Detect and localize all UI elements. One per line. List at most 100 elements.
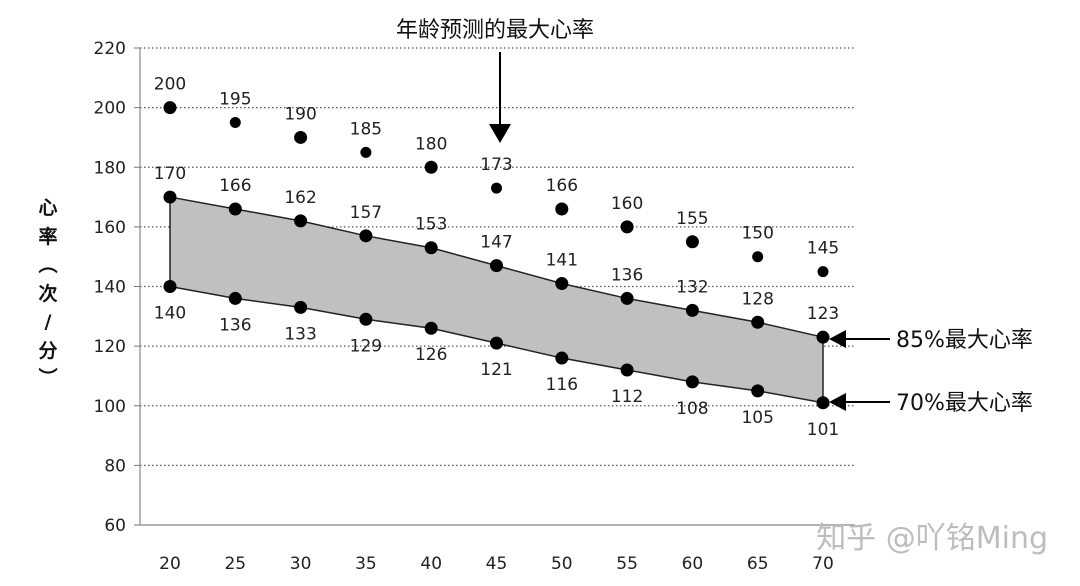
data-labels: 200 195 190 185 180 173 166 160 155 150 145 170 166 1… [154,75,839,440]
y-axis-label-char: ） [36,367,59,386]
data-point [163,101,177,115]
data-label: 133 [284,324,316,344]
data-label: 155 [676,209,708,229]
watermark: 知乎 @吖铭Ming [816,521,1048,556]
data-label: 173 [480,155,512,175]
arrow-70-head [829,393,846,411]
y-tick-label: 100 [94,397,126,417]
data-label: 136 [219,315,251,335]
data-label: 141 [546,251,578,271]
data-point [490,259,503,273]
data-label: 147 [480,233,512,253]
x-tick-label: 55 [616,554,638,574]
data-label: 166 [546,176,578,196]
data-point [491,182,502,194]
data-point [294,130,308,144]
data-point [360,146,372,158]
data-point [555,351,569,365]
data-point [228,202,242,216]
data-point [424,321,438,335]
x-tick-label: 25 [224,554,246,574]
data-point [359,229,373,243]
data-label: 121 [480,360,512,380]
data-label: 116 [546,375,578,395]
x-tick-label: 65 [747,554,769,574]
data-point [620,220,634,234]
data-point [751,315,765,329]
data-label: 195 [219,90,251,110]
data-point [228,291,242,305]
data-label: 108 [676,399,708,419]
data-label: 166 [219,176,251,196]
data-label: 136 [611,265,643,285]
legend-70-label: 70%最大心率 [896,391,1033,416]
data-point [752,251,764,263]
data-label: 180 [415,134,447,154]
data-point [555,277,569,291]
y-tick-label: 220 [94,39,126,59]
data-point [163,190,177,204]
data-label: 128 [741,289,773,309]
y-axis-label: 心率 （ 次 / 分 ） [36,197,59,387]
data-label: 132 [676,277,708,297]
data-point [751,384,765,398]
data-point [294,300,308,314]
data-label: 162 [284,188,316,208]
data-label: 105 [741,408,773,428]
arrow-85-head [829,330,846,348]
data-label: 123 [807,304,839,324]
data-point [294,214,308,228]
data-point [685,235,699,249]
legend-85-label: 85%最大心率 [896,328,1033,353]
y-tick-label: 160 [94,218,126,238]
data-label: 101 [807,420,839,440]
y-tick-label: 180 [94,158,126,178]
x-tick-label: 50 [551,554,573,574]
data-point [490,336,503,350]
title-arrow-head [489,124,511,143]
y-tick-label: 140 [94,278,126,298]
x-tick-label: 35 [355,554,377,574]
data-point [229,117,241,129]
data-label: 185 [350,119,382,139]
x-tick-label: 30 [290,554,312,574]
data-point [163,280,177,293]
data-label: 200 [154,75,186,95]
data-point [424,160,438,174]
x-tick-label: 60 [682,554,704,574]
x-tick-label: 45 [486,554,508,574]
data-point [555,202,569,216]
data-point [817,266,829,278]
data-label: 190 [284,104,316,124]
y-tick-label: 200 [94,99,126,119]
y-axis-label-char: 心 [38,197,57,219]
y-axis-label-char: （ [36,254,59,273]
data-point [816,330,830,344]
data-points [163,101,830,410]
y-axis-label-char: 率 [38,225,57,248]
data-label: 129 [350,336,382,356]
data-label: 160 [611,194,643,214]
x-tick-label: 20 [159,554,181,574]
axes: 60 80 100 120 140 160 180 200 220 20 25 30 35 40 45 50 5… [94,39,855,574]
data-label: 150 [741,224,773,244]
data-label: 157 [350,203,382,223]
data-point [620,291,634,305]
y-tick-label: 60 [104,516,126,536]
y-tick-label: 80 [104,456,126,476]
data-point [359,312,373,326]
data-point [620,363,634,377]
y-axis-label-char: / [45,311,52,333]
data-label: 112 [611,387,643,407]
data-point [816,396,830,410]
data-label: 153 [415,215,447,235]
data-point [685,375,699,389]
y-axis-label-char: 分 [38,340,57,362]
data-label: 126 [415,345,447,365]
data-label: 170 [154,164,186,184]
y-axis-label-char: 次 [38,282,57,305]
x-tick-label: 70 [812,554,834,574]
annotations: 年龄预测的最大心率 85%最大心率 70%最大心率 [396,18,1033,416]
y-tick-label: 120 [94,337,126,357]
